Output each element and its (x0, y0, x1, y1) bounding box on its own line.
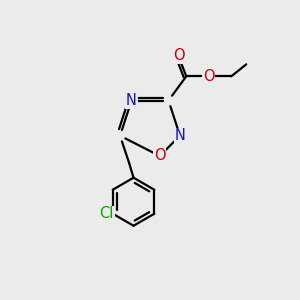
Text: O: O (203, 69, 214, 84)
Text: Cl: Cl (100, 206, 114, 221)
Text: O: O (154, 148, 166, 164)
Text: O: O (173, 48, 184, 63)
Text: N: N (175, 128, 185, 143)
Text: N: N (126, 93, 137, 108)
